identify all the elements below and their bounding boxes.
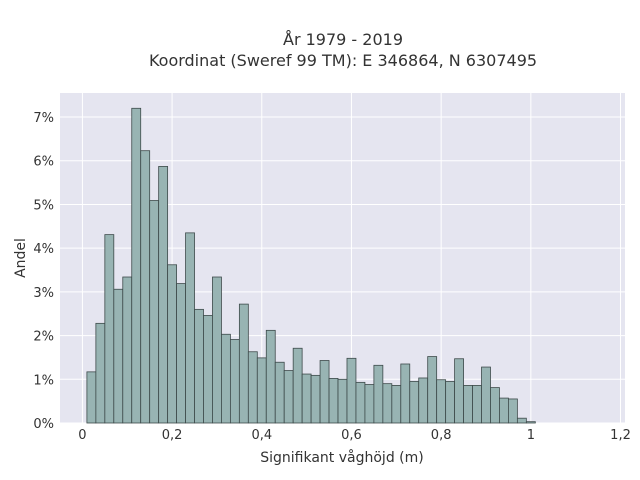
histogram-bar <box>525 421 536 424</box>
histogram-bar <box>319 360 330 424</box>
chart-title-line1: År 1979 - 2019 <box>283 30 403 49</box>
x-tick-label: 0,6 <box>341 428 362 443</box>
histogram-bar <box>185 232 195 424</box>
histogram-bar <box>221 333 231 424</box>
histogram-bar <box>113 288 124 424</box>
histogram-bar <box>212 276 222 424</box>
y-tick-label: 4% <box>33 242 54 257</box>
histogram-bar <box>346 357 357 424</box>
histogram-bar <box>167 264 177 424</box>
histogram-bar <box>229 339 240 424</box>
x-tick-label: 1,2 <box>610 428 631 443</box>
x-tick-label: 0 <box>78 428 86 443</box>
histogram-bar <box>283 370 294 424</box>
histogram-bar <box>382 383 393 424</box>
histogram-bar <box>149 200 160 424</box>
histogram-bar <box>463 385 473 424</box>
histogram-bar <box>131 107 142 424</box>
chart-title-line2: Koordinat (Sweref 99 TM): E 346864, N 63… <box>149 51 537 70</box>
histogram-bar <box>194 308 204 424</box>
histogram-bar <box>427 356 438 424</box>
y-axis-label: Andel <box>13 238 29 278</box>
histogram-bar <box>301 373 312 424</box>
x-tick-label: 0,2 <box>162 428 183 443</box>
histogram-bar <box>508 398 518 424</box>
histogram-bar <box>247 351 258 424</box>
histogram-bar <box>86 371 97 424</box>
histogram-bar <box>499 397 509 424</box>
y-tick-label: 3% <box>33 286 54 301</box>
x-axis-label: Signifikant våghöjd (m) <box>260 449 423 466</box>
histogram-bar <box>328 378 339 424</box>
bars <box>86 107 536 424</box>
x-tick-label: 0,4 <box>251 428 272 443</box>
histogram-bar <box>516 417 527 424</box>
histogram-bar <box>95 322 106 424</box>
histogram-bar <box>409 381 420 424</box>
histogram-bar <box>265 329 276 424</box>
histogram-bar <box>140 150 151 424</box>
y-tick-label: 0% <box>33 417 54 432</box>
histogram-bar <box>364 384 375 424</box>
histogram-bar <box>490 387 500 424</box>
histogram-bar <box>418 377 429 424</box>
histogram-bar <box>481 366 491 424</box>
histogram-bar <box>436 379 447 424</box>
histogram-bar <box>373 364 384 424</box>
histogram-bar <box>256 357 267 424</box>
histogram-bar <box>337 378 348 424</box>
histogram-bar <box>238 303 249 424</box>
x-tick-label: 0,8 <box>431 428 452 443</box>
histogram-bar <box>274 361 285 424</box>
histogram-bar <box>391 385 402 424</box>
y-tick-label: 7% <box>33 111 54 126</box>
histogram-bar <box>355 381 366 424</box>
y-tick-label: 1% <box>33 373 54 388</box>
histogram-bar <box>158 166 169 424</box>
histogram-bar <box>292 347 303 424</box>
histogram-bar <box>472 385 482 424</box>
y-axis-ticks: 0% 1% 2% 3% 4% 5% 6% 7% <box>33 111 54 432</box>
histogram-bar <box>310 374 321 424</box>
histogram-bar <box>400 363 411 424</box>
y-tick-label: 5% <box>33 198 54 213</box>
x-tick-label: 1 <box>527 428 535 443</box>
y-tick-label: 6% <box>33 155 54 170</box>
histogram-bar <box>104 234 115 424</box>
histogram-bar <box>454 358 464 424</box>
histogram-bar <box>445 381 456 424</box>
histogram-bar <box>203 315 213 424</box>
y-tick-label: 2% <box>33 330 54 345</box>
histogram-bar <box>122 276 133 424</box>
x-axis-ticks: 0 0,2 0,4 0,6 0,8 1 1,2 <box>78 428 631 443</box>
histogram-bar <box>176 283 186 424</box>
